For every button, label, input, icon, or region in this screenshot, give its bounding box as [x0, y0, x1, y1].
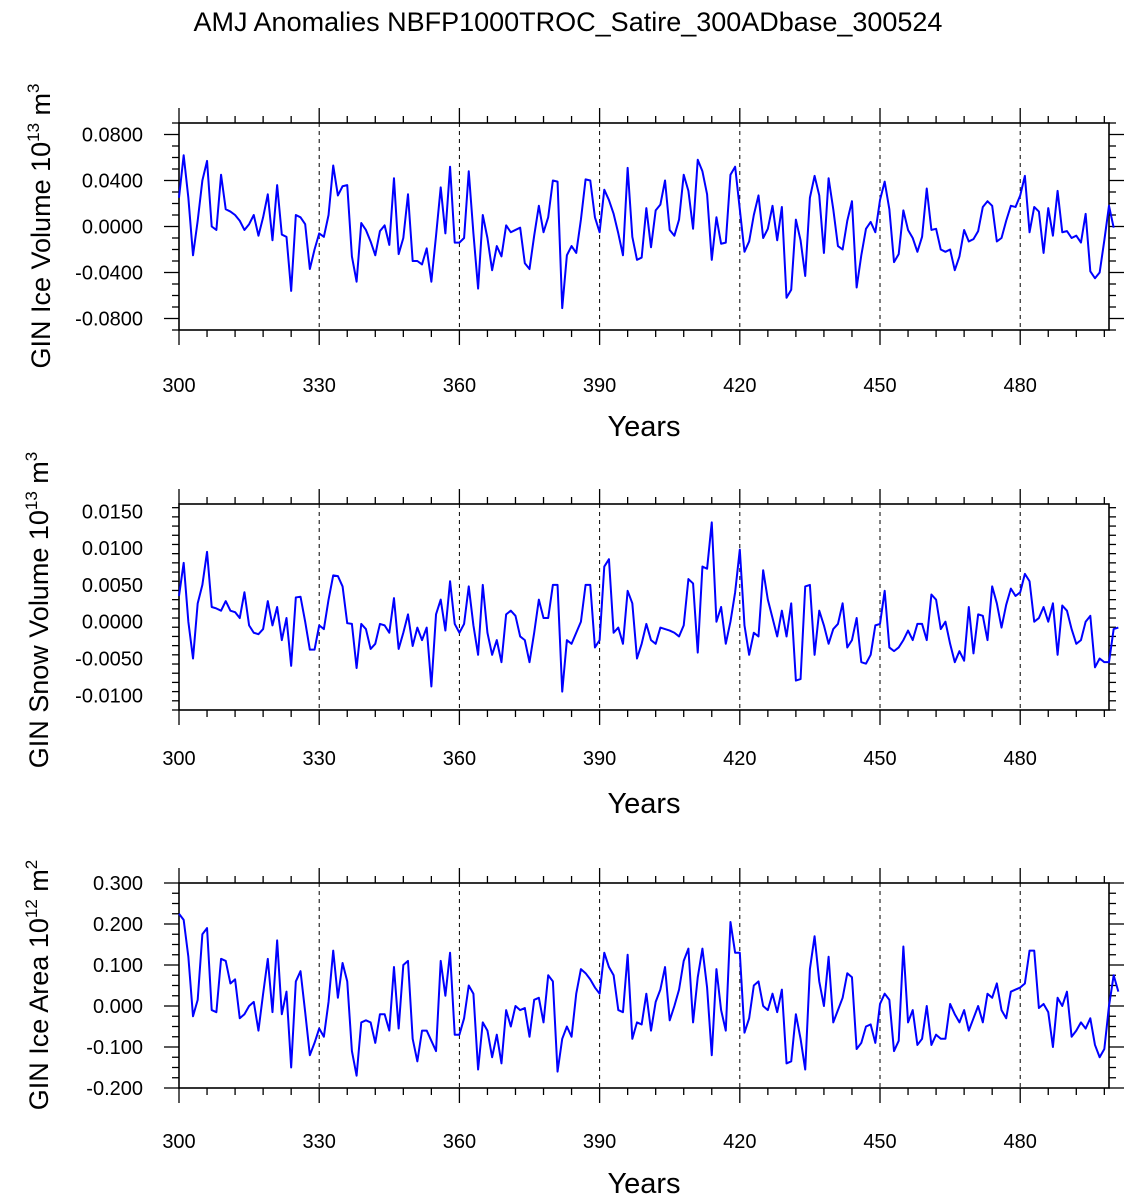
y-axis-title-part: 12 [22, 899, 41, 918]
y-axis-title-part: m [24, 461, 54, 491]
y-axis-title-part: 2 [22, 860, 41, 869]
series-line [178, 154, 1115, 310]
x-tick-label: 390 [583, 1131, 616, 1153]
y-axis-title-part: GIN Snow Volume 10 [24, 510, 54, 768]
y-tick-label: -0.0800 [75, 309, 143, 331]
x-tick-label: 450 [863, 1131, 896, 1153]
gin-snow-volume-panel: 300 330 360 390 420 450 480 -0.0100 -0.0050 0.000… [22, 452, 1119, 820]
x-tick-label: 420 [723, 1131, 756, 1153]
y-tick-label: 0.0100 [82, 538, 143, 560]
gin-ice-volume-panel: 300 330 360 390 420 450 480 -0.0800 -0.0400 0.000… [24, 83, 1124, 443]
y-axis-title-part: 13 [22, 491, 41, 510]
y-tick-label: -0.100 [86, 1037, 143, 1059]
x-tick-label: 450 [863, 375, 896, 397]
x-tick-label: 420 [723, 375, 756, 397]
x-tick-label: 360 [443, 748, 476, 770]
y-tick-label: -0.0100 [75, 685, 143, 707]
y-tick-label: 0.0000 [82, 612, 143, 634]
y-tick-label: 0.0400 [82, 171, 143, 193]
x-axis-title: Years [607, 788, 680, 820]
y-axis-title-part: m [26, 93, 56, 123]
y-axis-title-part: m [24, 869, 54, 899]
x-tick-label: 300 [162, 375, 195, 397]
y-axis-title-part: GIN Ice Volume 10 [26, 142, 56, 369]
x-tick-label: 420 [723, 748, 756, 770]
y-tick-label: -0.0400 [75, 263, 143, 285]
x-tick-label: 300 [162, 1131, 195, 1153]
x-tick-label: 390 [583, 748, 616, 770]
figure-title: AMJ Anomalies NBFP1000TROC_Satire_300ADb… [194, 7, 943, 37]
y-axis-title-part: GIN Ice Area 10 [24, 918, 54, 1110]
plot-frame [178, 503, 1110, 711]
x-tick-label: 480 [1004, 1131, 1037, 1153]
x-tick-label: 330 [303, 375, 336, 397]
y-axis-title-part: 3 [24, 83, 43, 92]
y-axis-title: GIN Ice Area 1012 m2 [22, 860, 54, 1111]
y-tick-label: 0.000 [93, 996, 143, 1018]
x-tick-label: 450 [863, 748, 896, 770]
y-tick-label: 0.100 [93, 955, 143, 977]
y-tick-label: 0.300 [93, 873, 143, 895]
plots: 300 330 360 390 420 450 480 -0.0800 -0.0400 0.000… [22, 83, 1124, 1200]
x-axis-title: Years [607, 411, 680, 443]
y-tick-label: 0.0000 [82, 217, 143, 239]
plot-frame [178, 882, 1110, 1089]
x-tick-label: 480 [1004, 748, 1037, 770]
x-tick-label: 360 [443, 375, 476, 397]
y-tick-label: 0.200 [93, 914, 143, 936]
x-tick-label: 390 [583, 375, 616, 397]
series-line [178, 521, 1119, 693]
y-axis-title: GIN Snow Volume 1013 m3 [22, 452, 54, 769]
y-tick-label: -0.200 [86, 1078, 143, 1100]
gin-ice-area-panel: 300 330 360 390 420 450 480 -0.200 -0.100 0.000 0.… [22, 860, 1124, 1200]
x-tick-label: 300 [162, 748, 195, 770]
x-tick-label: 330 [303, 1131, 336, 1153]
y-tick-label: 0.0050 [82, 575, 143, 597]
x-tick-label: 480 [1004, 375, 1037, 397]
x-tick-label: 330 [303, 748, 336, 770]
series-line [178, 913, 1120, 1077]
y-tick-label: 0.0800 [82, 125, 143, 147]
y-axis-title: GIN Ice Volume 1013 m3 [24, 83, 56, 368]
y-tick-label: 0.0150 [82, 501, 143, 523]
x-axis-title: Years [607, 1168, 680, 1200]
x-tick-label: 360 [443, 1131, 476, 1153]
y-axis-title-part: 13 [24, 123, 43, 142]
y-axis-title-part: 3 [22, 452, 41, 461]
y-tick-label: -0.0050 [75, 649, 143, 671]
